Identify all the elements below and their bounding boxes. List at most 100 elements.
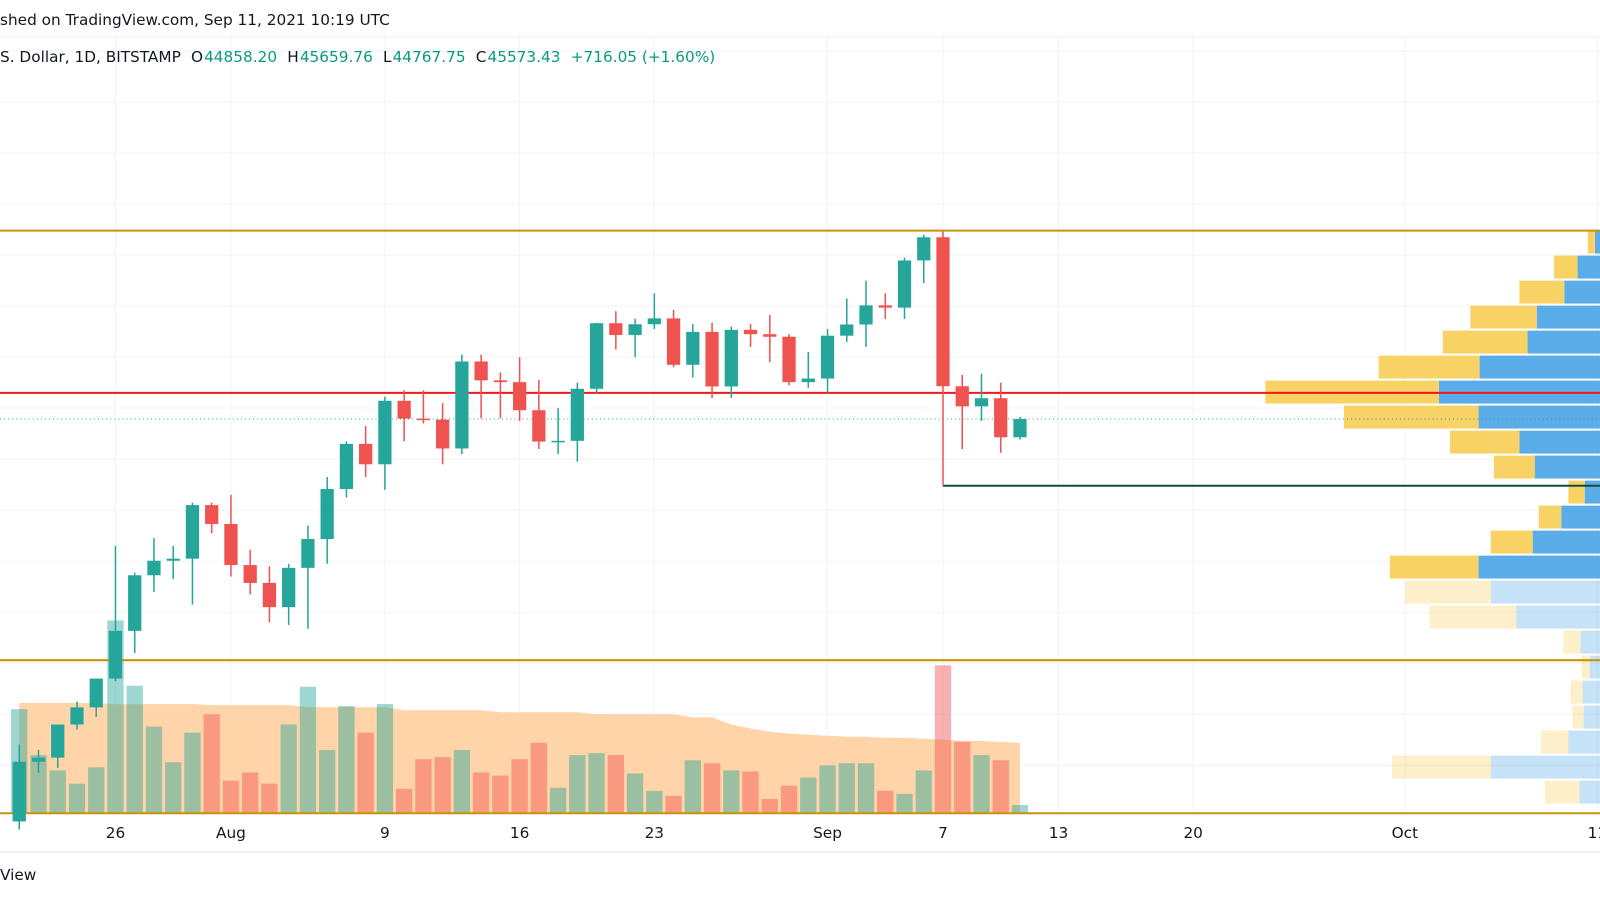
candle-body <box>686 331 700 365</box>
profile-down <box>1572 705 1584 729</box>
volume-bar <box>472 772 490 814</box>
volume-bar <box>723 770 740 814</box>
profile-down <box>1450 430 1520 454</box>
profile-down <box>1470 305 1537 329</box>
volume-bar <box>338 706 355 814</box>
volume-bar <box>838 763 855 814</box>
x-tick-label: 26 <box>106 824 125 842</box>
candle-body <box>820 335 835 379</box>
candle-body <box>763 334 777 337</box>
profile-down <box>1519 280 1565 304</box>
volume-bar <box>742 771 759 814</box>
profile-up <box>1478 555 1600 579</box>
legend-ohlc-label: H <box>287 48 299 66</box>
candle-body <box>474 361 488 381</box>
volume-bar <box>915 770 932 814</box>
profile-down <box>1540 730 1569 754</box>
profile-up <box>1479 355 1600 379</box>
legend-ohlc-label: L <box>383 48 392 66</box>
candle-body <box>205 505 219 524</box>
profile-up <box>1594 230 1600 254</box>
volume-bar <box>49 770 66 814</box>
profile-down <box>1563 630 1581 654</box>
profile-up <box>1561 505 1600 529</box>
legend-ohlc-value: 44858.20 <box>204 48 277 66</box>
candle-body <box>512 382 527 411</box>
legend-ohlc-label: O <box>191 48 203 66</box>
legend-symbol: S. Dollar, 1D, BITSTAMP <box>0 48 181 66</box>
volume-bar <box>954 741 971 814</box>
volume-bar <box>222 780 240 814</box>
profile-up <box>1583 705 1600 729</box>
profile-down <box>1587 230 1595 254</box>
volume-bar <box>857 763 875 814</box>
candle-body <box>589 323 604 389</box>
volume-bar <box>395 788 413 814</box>
profile-down <box>1490 530 1533 554</box>
profile-up <box>1527 330 1600 354</box>
volume-bar <box>357 732 374 814</box>
volume-bar <box>453 750 471 814</box>
x-tick-label: 9 <box>380 824 390 842</box>
x-tick-label: 13 <box>1049 824 1068 842</box>
x-tick-label: 7 <box>938 824 948 842</box>
candle-body <box>31 757 46 762</box>
profile-up <box>1519 430 1600 454</box>
volume-bar <box>761 798 778 814</box>
candle-body <box>859 305 873 325</box>
volume-bar <box>511 759 528 814</box>
profile-up <box>1580 630 1600 654</box>
legend-ohlc-label: C <box>476 48 487 66</box>
volume-bar <box>896 793 913 814</box>
volume-bar <box>588 753 605 814</box>
volume-bar <box>973 755 990 814</box>
profile-down <box>1442 330 1528 354</box>
candles <box>12 231 1027 830</box>
volume-bar <box>549 787 567 814</box>
candle-body <box>878 305 892 308</box>
profile-down <box>1429 605 1517 629</box>
profile-up <box>1579 780 1600 804</box>
profile-up <box>1490 755 1600 779</box>
volume-bar <box>569 755 586 814</box>
profile-up <box>1536 305 1600 329</box>
candle-body <box>70 707 84 725</box>
profile-down <box>1544 780 1580 804</box>
x-axis: 26 Aug 9 16 23 Sep 7 13 20 Oct 11 <box>106 824 1600 842</box>
volume-bar <box>684 760 701 814</box>
candle-body <box>974 398 989 407</box>
volume-bar <box>877 790 894 814</box>
x-tick-label: Oct <box>1392 824 1418 842</box>
volume-bar <box>165 762 182 814</box>
x-tick-label: 23 <box>645 824 664 842</box>
candle-body <box>397 400 411 419</box>
legend-ohlc-value: 45573.43 <box>487 48 560 66</box>
volume-bar <box>703 763 721 814</box>
profile-down <box>1405 580 1491 604</box>
candle-body <box>936 237 950 387</box>
candle-body <box>551 440 565 443</box>
candle-body <box>609 323 623 335</box>
candle-body <box>301 539 315 568</box>
candle-body <box>570 388 584 441</box>
candle-body <box>724 329 738 387</box>
profile-up <box>1564 280 1600 304</box>
profile-up <box>1568 730 1600 754</box>
footer: View <box>0 866 36 884</box>
volume-bar <box>530 742 548 814</box>
profile-down <box>1391 755 1491 779</box>
candle-body <box>666 318 681 365</box>
candle-body <box>647 318 661 325</box>
candle-body <box>840 324 854 336</box>
volume-bar <box>626 773 644 814</box>
candle-body <box>185 505 200 559</box>
candle-body <box>378 400 392 465</box>
profile-down <box>1389 555 1479 579</box>
candle-body <box>416 418 431 421</box>
volume-bar <box>184 732 201 814</box>
legend-ohlc-value: 45659.76 <box>300 48 373 66</box>
volume-bar <box>30 755 47 814</box>
candle-body <box>436 419 450 449</box>
